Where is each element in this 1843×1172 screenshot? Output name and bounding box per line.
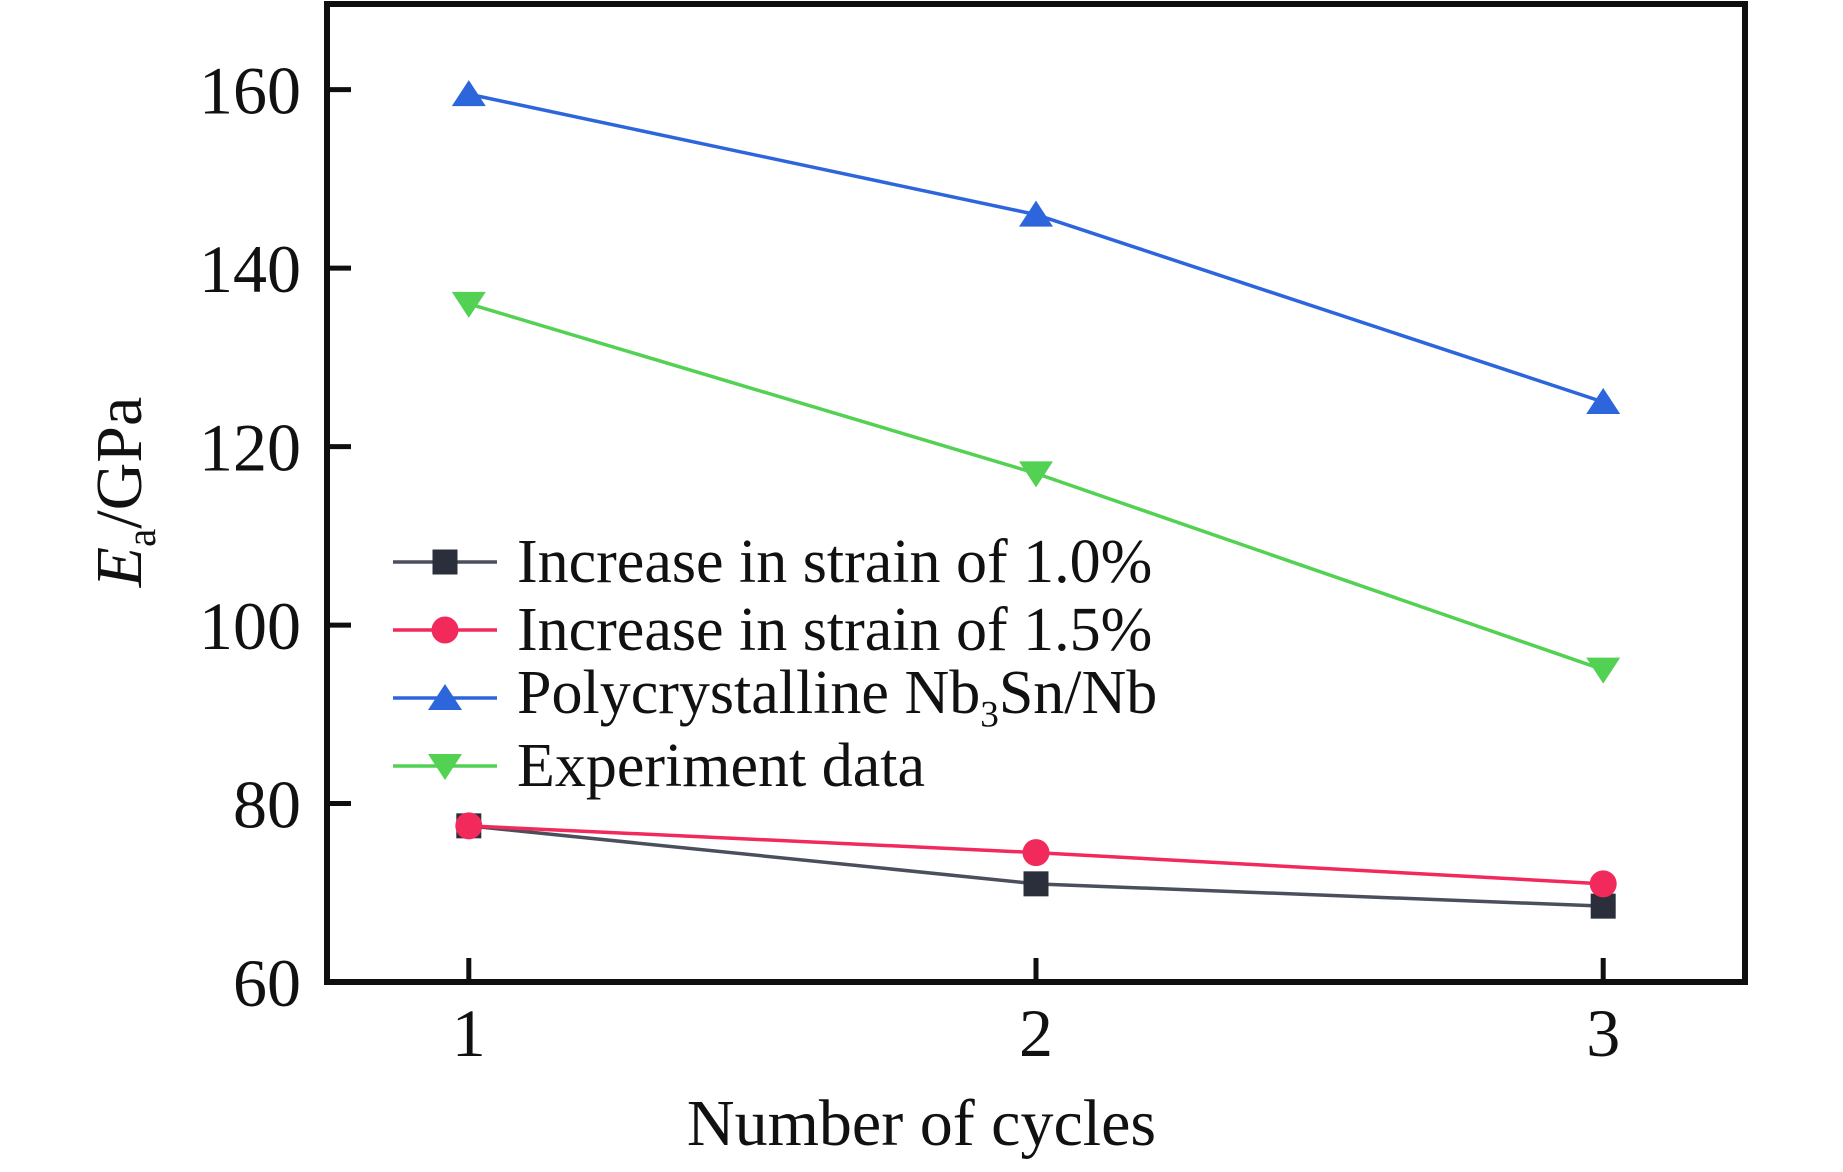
y-tick-label: 80 xyxy=(233,766,301,842)
marker-triangle-down-icon xyxy=(1019,461,1053,488)
x-tick-label: 3 xyxy=(1586,995,1620,1071)
legend-item: Polycrystalline Nb3Sn/Nb xyxy=(393,659,1158,736)
marker-circle xyxy=(1589,870,1617,898)
legend-label: Experiment data xyxy=(517,732,925,800)
x-tick-label: 1 xyxy=(452,995,486,1071)
y-tick-label: 160 xyxy=(199,52,301,128)
y-axis-unit: /GPa xyxy=(83,396,156,529)
legend-item: Increase in strain of 1.0% xyxy=(393,528,1157,596)
marker-triangle-up-icon xyxy=(428,684,462,710)
marker-triangle-down-icon xyxy=(1586,657,1621,684)
legend-item: Experiment data xyxy=(393,732,1157,800)
y-tick-label: 100 xyxy=(199,588,301,664)
marker-triangle-up-icon xyxy=(1586,387,1621,414)
y-axis-subscript: a xyxy=(119,528,165,547)
marker-circle xyxy=(1022,839,1050,867)
marker-circle xyxy=(455,812,483,840)
x-tick-label: 2 xyxy=(1019,995,1053,1071)
marker-triangle-down-icon xyxy=(451,291,486,318)
legend-label: Increase in strain of 1.0% xyxy=(517,528,1153,596)
plot-border xyxy=(324,1,1748,985)
marker-square xyxy=(1590,893,1616,919)
x-axis-title: Number of cycles xyxy=(686,1087,1157,1160)
legend-item: Increase in strain of 1.5% xyxy=(393,596,1157,664)
legend-label: Increase in strain of 1.5% xyxy=(517,596,1153,664)
legend-key-icon xyxy=(393,684,497,710)
marker-square xyxy=(432,549,458,575)
legend-label: Polycrystalline Nb3Sn/Nb xyxy=(517,659,1158,736)
legend-key-icon xyxy=(393,549,497,575)
y-axis-title: Ea/GPa xyxy=(83,292,164,692)
marker-triangle-up-icon xyxy=(1019,200,1053,227)
y-tick-label: 140 xyxy=(199,231,301,307)
legend-key-icon xyxy=(393,754,497,780)
y-tick-label: 120 xyxy=(199,409,301,485)
marker-circle xyxy=(431,616,459,644)
y-axis-symbol: E xyxy=(83,546,156,588)
marker-square xyxy=(1023,871,1049,897)
y-tick-label: 60 xyxy=(233,945,301,1021)
marker-triangle-down-icon xyxy=(428,754,462,780)
marker-triangle-up-icon xyxy=(451,80,486,107)
chart-legend: Increase in strain of 1.0% Increase in st… xyxy=(393,528,1157,800)
legend-key-icon xyxy=(393,616,497,644)
